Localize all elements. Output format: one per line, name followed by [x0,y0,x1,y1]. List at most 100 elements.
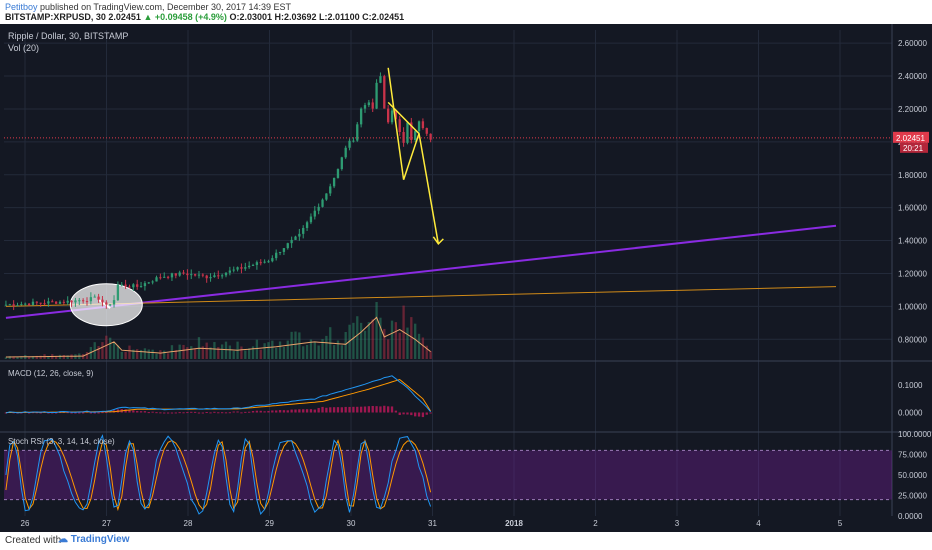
volume-bar [356,316,359,359]
volume-bar [190,346,193,359]
tradingview-brand: TradingView [70,534,130,545]
candle-body [332,177,336,187]
volume-bar [317,345,320,359]
volume-bar [159,350,162,359]
candle-body [267,261,270,263]
macd-histogram-bar [286,410,289,413]
macd-histogram-bar [220,412,224,414]
volume-bar [379,317,382,359]
chart-grid [0,24,932,516]
volume-bar [363,330,367,359]
candle-body [352,140,355,142]
last-price: 2.02451 [108,12,141,22]
macd-histogram-bar [317,407,320,413]
candle-body [174,273,177,276]
created-with-text: Created with [5,535,62,546]
price-tick-label: 2.40000 [898,72,927,81]
macd-histogram-bar [294,409,297,413]
macd-histogram-bar [105,412,108,414]
macd-histogram-bar [174,412,177,414]
macd-histogram-bar [282,410,286,413]
volume-bar [352,322,355,359]
macd-histogram-bar [89,412,93,414]
volume-bar [348,324,351,359]
macd-histogram-bar [425,412,428,415]
trendlines[interactable] [4,137,892,327]
macd-histogram-bar [359,406,363,413]
volume-bar [425,345,428,359]
candle-body [186,273,189,276]
macd-histogram-bar [313,409,316,413]
footer: Created with ☁ TradingView [0,532,932,550]
macd-histogram-bar [182,412,185,414]
candle-body [147,282,150,284]
orange-trend-line [5,286,837,307]
volume-bar [371,319,374,359]
candle-body [51,301,54,303]
candle-body [170,273,174,278]
drawing-annotations[interactable] [387,67,444,246]
candle-body [379,76,382,83]
candle-body [178,272,181,276]
candle-body [244,267,247,269]
symbol-quote-line: BITSTAMP:XRPUSD, 30 2.02451 ▲ +0.09458 (… [5,12,404,22]
candle-body [232,269,235,271]
macd-histogram-bar [329,407,332,413]
price-tick-label: 2.60000 [898,39,927,48]
volume-bar [66,355,69,359]
candle-body [81,300,85,302]
candle-body [136,284,139,287]
price-candles [4,72,432,311]
macd-histogram-bar [205,412,208,414]
candle-body [313,210,316,217]
candle-body [417,121,421,132]
candle-body [58,301,62,304]
time-tick-label: 31 [428,519,437,528]
candle-body [356,124,359,141]
volume-bar [209,347,212,359]
macd-histogram-bar [348,406,351,413]
volume-label: Vol (20) [8,43,39,53]
price-tick-label: 1.00000 [898,302,927,311]
time-tick-label: 3 [675,519,680,528]
volume-bar [278,341,282,359]
volume-bar [410,317,413,359]
tradingview-logo[interactable]: ☁ TradingView [58,534,130,545]
pennant-drawing [387,67,420,180]
candle-body [16,305,19,307]
macd-histogram-bar [321,406,324,413]
candle-body [105,302,108,305]
stoch-d-line [5,439,432,512]
volume-bar [386,339,390,359]
volume-bar [298,332,301,359]
candle-body [97,296,100,300]
volume-bar [116,345,120,359]
macd-histogram-bar [128,410,131,413]
macd-histogram-bar [259,410,262,413]
volume-bar [85,351,89,359]
countdown-tag-label: 20:21 [903,144,924,153]
author-link[interactable]: Petitboy [5,2,38,12]
volume-bar [321,339,324,359]
candle-body [255,262,259,265]
macd-histogram-bar [244,411,247,413]
macd-histogram-bar [186,412,189,414]
volume-bar [128,345,131,359]
candle-body [54,301,58,304]
volume-bar [20,356,23,359]
candle-body [70,300,73,303]
macd-histogram-bar [197,412,201,414]
macd-histogram-bar [275,410,278,413]
candle-body [220,275,224,277]
candle-body [4,304,8,306]
candle-body [282,248,286,252]
candle-body [302,227,305,234]
macd-histogram-bar [39,412,42,414]
macd-histogram-bar [147,412,150,414]
volume-ma-line [5,316,431,358]
candle-body [340,157,343,170]
candle-body [251,264,255,266]
macd-histogram-bar [336,407,340,413]
trading-chart[interactable]: 2.600002.400002.200002.000001.800001.600… [0,24,932,532]
price-tick-label: 0.80000 [898,335,927,344]
